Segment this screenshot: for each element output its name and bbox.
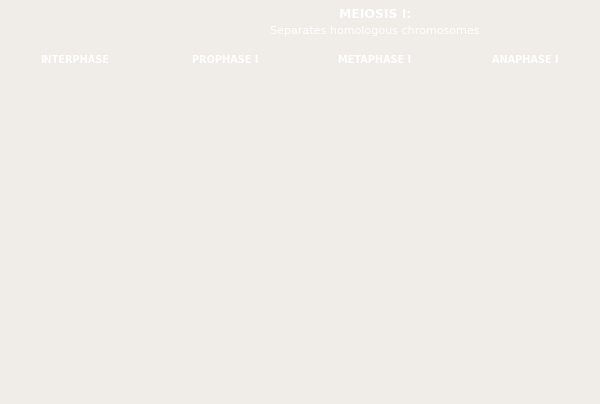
Text: PROPHASE I: PROPHASE I (192, 55, 258, 65)
Text: METAPHASE I: METAPHASE I (338, 55, 412, 65)
Text: INTERPHASE: INTERPHASE (41, 55, 110, 65)
Text: Separates homologous chromosomes: Separates homologous chromosomes (270, 26, 480, 36)
Text: ANAPHASE I: ANAPHASE I (492, 55, 558, 65)
Text: MEIOSIS I:: MEIOSIS I: (339, 8, 411, 21)
